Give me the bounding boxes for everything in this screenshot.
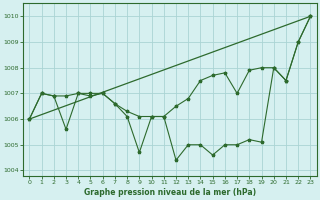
X-axis label: Graphe pression niveau de la mer (hPa): Graphe pression niveau de la mer (hPa) [84,188,256,197]
